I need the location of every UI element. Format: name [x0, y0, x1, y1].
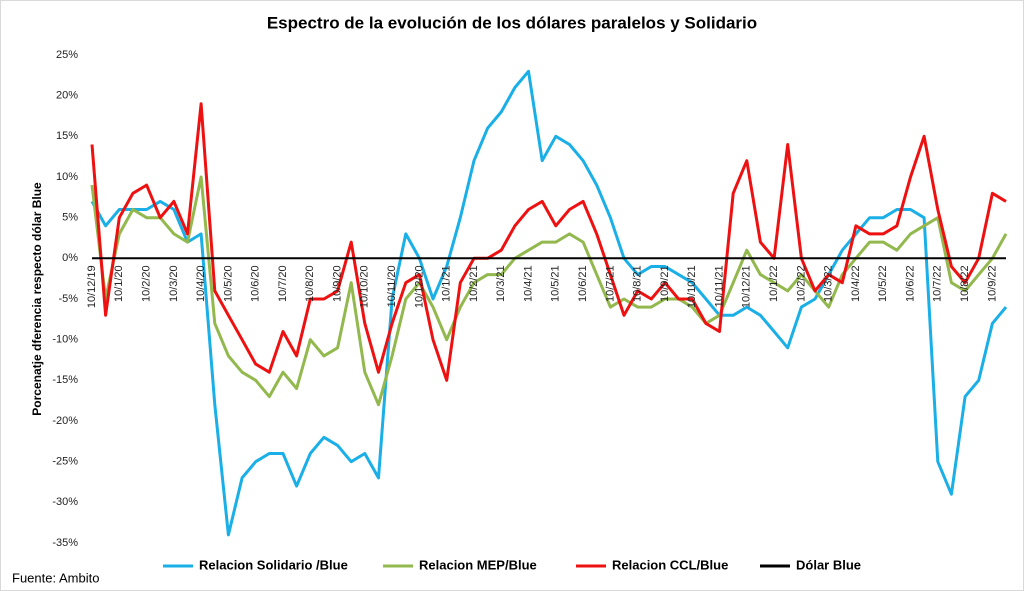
x-tick-label: 10/12/20: [413, 265, 425, 308]
x-tick-label: 10/1/22: [768, 265, 780, 302]
x-tick-label: 10/4/22: [850, 265, 862, 302]
y-tick-label: -20%: [52, 415, 78, 427]
chart-title: Espectro de la evolución de los dólares …: [267, 13, 757, 32]
x-tick-label: 10/10/21: [686, 265, 698, 308]
x-tick-label: 10/5/22: [877, 265, 889, 302]
x-tick-label: 10/8/22: [959, 265, 971, 302]
y-tick-label: 25%: [56, 49, 78, 61]
x-tick-label: 10/2/22: [795, 265, 807, 302]
x-tick-label: 10/6/20: [250, 265, 262, 302]
x-tick-label: 10/4/20: [195, 265, 207, 302]
x-tick-label: 10/9/21: [659, 265, 671, 302]
legend-label: Dólar Blue: [796, 557, 861, 572]
y-tick-label: 20%: [56, 90, 78, 102]
x-tick-label: 10/12/19: [86, 265, 98, 308]
y-tick-label: -25%: [52, 456, 78, 468]
y-tick-label: 5%: [62, 212, 78, 224]
y-tick-label: 0%: [62, 252, 78, 264]
x-tick-label: 10/3/20: [168, 265, 180, 302]
x-tick-label: 10/6/22: [904, 265, 916, 302]
x-tick-label: 10/7/20: [277, 265, 289, 302]
y-tick-label: 10%: [56, 171, 78, 183]
x-tick-label: 10/9/20: [331, 265, 343, 302]
legend-label: Relacion CCL/Blue: [612, 557, 728, 572]
x-tick-label: 10/1/21: [441, 265, 453, 302]
y-tick-label: -10%: [52, 334, 78, 346]
legend-label: Relacion MEP/Blue: [419, 557, 537, 572]
y-tick-label: -15%: [52, 374, 78, 386]
x-tick-label: 10/5/21: [550, 265, 562, 302]
x-tick-label: 10/10/20: [359, 265, 371, 308]
x-tick-label: 10/2/21: [468, 265, 480, 302]
x-tick-label: 10/6/21: [577, 265, 589, 302]
x-tick-label: 10/3/21: [495, 265, 507, 302]
x-tick-label: 10/11/20: [386, 265, 398, 307]
x-tick-label: 10/12/21: [741, 265, 753, 308]
x-tick-label: 10/2/20: [140, 265, 152, 302]
x-tick-label: 10/9/22: [986, 265, 998, 302]
source: Fuente: Ambito: [12, 570, 99, 585]
y-axis-title: Porcenatje dferencia respecto dólar Blue: [30, 182, 44, 416]
x-tick-label: 10/11/21: [713, 265, 725, 307]
y-tick-label: -30%: [52, 496, 78, 508]
x-tick-label: 10/8/20: [304, 265, 316, 302]
y-tick-label: -35%: [52, 537, 78, 549]
x-tick-label: 10/7/21: [604, 265, 616, 302]
x-tick-label: 10/4/21: [522, 265, 534, 302]
series-line: [90, 175, 1008, 407]
x-tick-label: 10/8/21: [632, 265, 644, 302]
x-tick-label: 10/7/22: [932, 265, 944, 302]
series-line: [90, 102, 1007, 382]
y-tick-label: -5%: [58, 293, 78, 305]
x-tick-label: 10/1/20: [113, 265, 125, 302]
y-tick-label: 15%: [56, 130, 78, 142]
x-tick-label: 10/3/22: [823, 265, 835, 302]
x-tick-label: 10/5/20: [222, 265, 234, 302]
legend-label: Relacion Solidario /Blue: [199, 557, 348, 572]
